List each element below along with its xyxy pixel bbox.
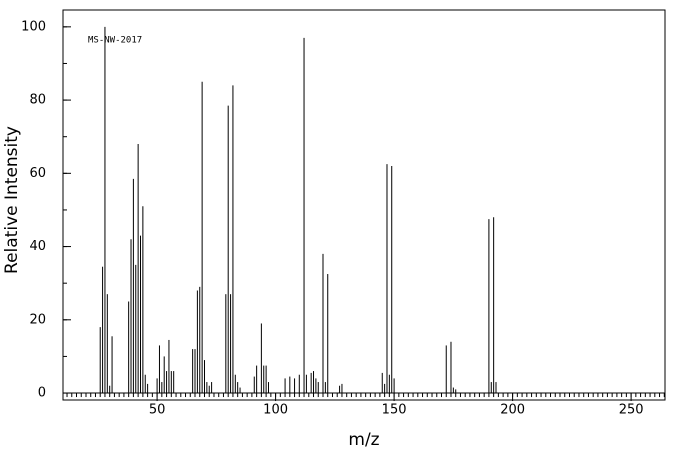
y-axis-label: Relative Intensity — [2, 126, 22, 274]
x-tick-label: 200 — [500, 403, 525, 418]
x-tick-label: 250 — [619, 403, 644, 418]
y-tick-label: 100 — [21, 19, 46, 34]
y-tick-label: 60 — [29, 166, 46, 181]
y-tick-label: 20 — [29, 312, 46, 327]
y-tick-label: 80 — [29, 93, 46, 108]
x-tick-label: 150 — [382, 403, 407, 418]
x-axis-label: m/z — [348, 430, 379, 450]
x-tick-label: 50 — [149, 403, 166, 418]
annotation: MS-NW-2017 — [88, 36, 142, 46]
plot-frame — [62, 9, 666, 401]
y-tick-label: 0 — [38, 386, 46, 401]
y-tick-label: 40 — [29, 239, 46, 254]
x-tick-label: 100 — [263, 403, 288, 418]
